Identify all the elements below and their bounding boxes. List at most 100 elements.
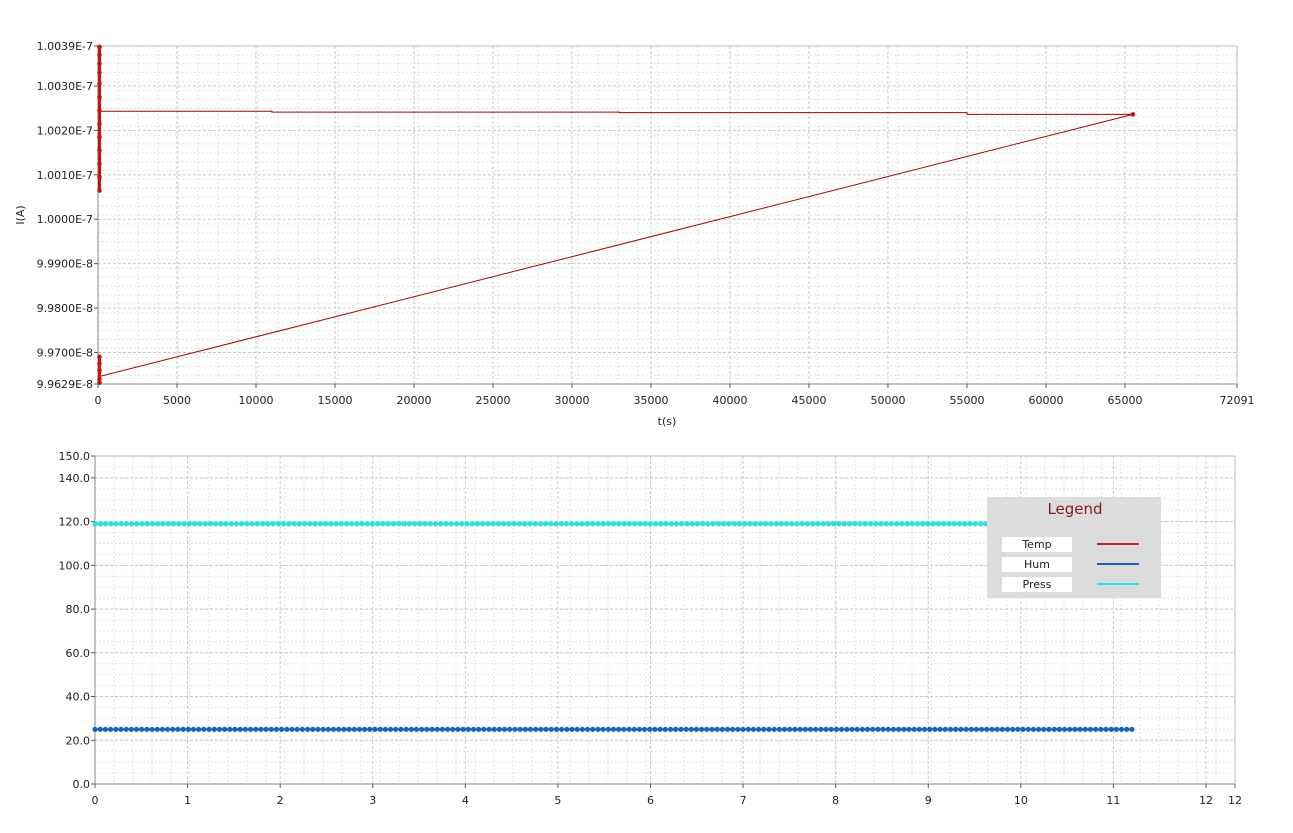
hum-data-point xyxy=(963,726,969,732)
press-data-point xyxy=(542,521,549,527)
current-data-point xyxy=(97,380,102,385)
hum-data-point xyxy=(854,726,860,732)
hum-data-point xyxy=(393,726,399,732)
hum-data-point xyxy=(911,726,917,732)
y-tick-label: 9.9900E-8 xyxy=(37,258,93,271)
hum-data-point xyxy=(387,726,394,732)
press-data-point xyxy=(584,521,591,527)
hum-data-point xyxy=(699,726,705,732)
hum-data-point xyxy=(1118,726,1125,732)
press-data-point xyxy=(925,521,931,527)
hum-data-point xyxy=(838,726,845,732)
press-data-point xyxy=(270,521,276,527)
press-data-point xyxy=(836,521,842,527)
hum-data-point xyxy=(636,726,642,732)
hum-data-point xyxy=(667,726,674,732)
hum-data-point xyxy=(413,726,420,732)
x-tick-label: 65000 xyxy=(1107,394,1142,407)
hum-data-point xyxy=(1036,726,1042,732)
press-data-point xyxy=(197,521,203,527)
hum-data-point xyxy=(719,726,725,732)
hum-data-point xyxy=(382,726,388,732)
hum-data-point xyxy=(139,726,145,732)
press-data-point xyxy=(443,521,449,527)
hum-data-point xyxy=(610,726,617,732)
x-tick-label: 15000 xyxy=(317,394,352,407)
hum-data-point xyxy=(564,726,570,732)
current-data-point xyxy=(97,134,102,140)
press-data-point xyxy=(763,521,769,527)
hum-data-point xyxy=(491,726,497,732)
press-data-point xyxy=(170,521,177,527)
x-tick-label: 50000 xyxy=(870,394,905,407)
chart1-axes xyxy=(94,45,1238,388)
hum-data-point xyxy=(864,726,871,732)
press-data-point xyxy=(202,521,208,527)
press-data-point xyxy=(962,521,968,527)
hum-data-point xyxy=(107,726,114,732)
hum-data-point xyxy=(833,726,840,732)
current-data-point xyxy=(97,376,102,382)
press-data-point xyxy=(118,521,124,527)
hum-data-point xyxy=(128,726,134,732)
press-data-point xyxy=(291,521,297,527)
press-data-point xyxy=(768,521,774,527)
press-data-point xyxy=(742,521,748,527)
hum-data-point xyxy=(258,726,264,732)
press-data-point xyxy=(804,521,811,527)
press-data-point xyxy=(411,521,418,527)
hum-data-point xyxy=(227,726,233,732)
press-data-point xyxy=(595,521,601,527)
hum-data-point xyxy=(1030,726,1037,732)
y-tick-label: 1.0039E-7 xyxy=(37,40,93,53)
hum-data-point xyxy=(559,726,565,732)
press-data-point xyxy=(333,521,339,527)
hum-data-point xyxy=(247,726,254,732)
press-data-point xyxy=(469,521,475,527)
press-data-point xyxy=(501,521,507,527)
press-data-point xyxy=(888,521,894,527)
hum-data-point xyxy=(921,726,928,732)
hum-data-point xyxy=(1129,726,1135,732)
press-data-point xyxy=(673,521,680,527)
hum-data-point xyxy=(885,726,891,732)
sensor-chart: 0.0 20.0 40.0 60.0 80.0 100.0 120.0 140.0 1 5 0.0 … xyxy=(59,450,1243,807)
hum-data-point xyxy=(164,726,171,732)
chart1-y-axis-title: I(A) xyxy=(14,205,27,224)
hum-data-point xyxy=(797,726,803,732)
hum-data-point xyxy=(1051,726,1057,732)
y-tick-label: 80.0 xyxy=(66,603,91,616)
hum-data-point xyxy=(890,726,897,732)
legend-panel[interactable]: Legend Temp Hum Press xyxy=(987,497,1161,598)
press-data-point xyxy=(218,521,224,527)
hum-data-point xyxy=(724,726,731,732)
hum-data-point xyxy=(356,726,363,732)
hum-data-point xyxy=(870,726,876,732)
hum-data-point xyxy=(704,726,710,732)
hum-data-point xyxy=(476,726,482,732)
y-tick-label: 1.0020E-7 xyxy=(37,124,93,137)
press-data-point xyxy=(522,521,528,527)
press-data-point xyxy=(731,521,737,527)
hum-data-point xyxy=(206,726,212,732)
press-data-point xyxy=(385,521,391,527)
press-data-point xyxy=(113,521,119,527)
x-tick-label: 2 xyxy=(277,794,284,807)
press-data-point xyxy=(160,521,166,527)
x-tick-label: 30000 xyxy=(554,394,589,407)
hum-data-point xyxy=(548,726,554,732)
hum-data-point xyxy=(1077,726,1083,732)
press-data-point xyxy=(747,521,753,527)
hum-data-point xyxy=(279,726,285,732)
hum-data-point xyxy=(1015,726,1021,732)
press-data-point xyxy=(956,521,963,527)
legend-label-temp: Temp xyxy=(1021,538,1051,551)
hum-data-point xyxy=(621,726,627,732)
legend-label-press: Press xyxy=(1023,578,1052,591)
current-data-point xyxy=(97,81,102,87)
current-data-point xyxy=(97,94,102,100)
hum-data-point xyxy=(268,726,274,732)
press-data-point xyxy=(873,521,879,527)
press-data-point xyxy=(726,521,732,527)
hum-data-point xyxy=(626,726,632,732)
